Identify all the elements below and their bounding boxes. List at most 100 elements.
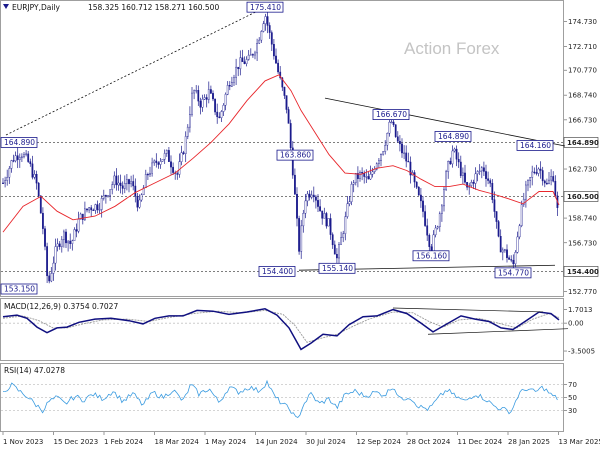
price-candle-body (111, 184, 114, 190)
price-candle-body (399, 141, 401, 145)
price-candle-body (443, 189, 445, 207)
price-candle-body (121, 185, 124, 189)
price-candle-body (159, 161, 162, 165)
price-candle-body (478, 170, 481, 172)
price-candle-body (506, 249, 508, 258)
price-candle-body (18, 157, 21, 160)
price-candle-body (487, 178, 489, 181)
price-level-tag-label: 164.890 (567, 139, 599, 147)
price-candle-body (102, 195, 105, 199)
price-annotation-box (276, 149, 314, 161)
macd-panel-frame (0, 298, 564, 361)
price-candle-body (63, 231, 65, 240)
price-candle-body (327, 218, 330, 227)
price-candle-body (394, 124, 397, 137)
price-candle-body (405, 152, 408, 162)
price-candle-body (432, 234, 435, 253)
price-candle-body (270, 32, 273, 45)
price-candle-body (262, 23, 265, 32)
price-candle-body (522, 198, 525, 205)
price-annotation-label: 164.890 (438, 132, 469, 141)
price-candle-body (331, 234, 334, 246)
price-candle-body (46, 246, 49, 277)
price-candle-body (447, 161, 450, 172)
price-level-tag (563, 137, 599, 148)
ohlc-readout: 158.325 160.712 158.271 160.500 (88, 3, 219, 12)
price-candle-body (249, 54, 252, 56)
price-candle-body (178, 161, 181, 175)
price-candle-body (123, 183, 126, 189)
price-candle-body (54, 246, 57, 264)
price-candle-body (16, 155, 19, 160)
price-candle-body (308, 193, 311, 198)
price-candle-body (220, 111, 223, 119)
instrument-label: EURJPY,Daily (12, 3, 61, 12)
macd-ytick-label: 0.00 (568, 320, 584, 328)
price-candle-body (230, 82, 233, 87)
rsi-ytick-label: 70 (568, 381, 577, 389)
price-candle-body (497, 221, 500, 237)
price-candle-body (441, 205, 443, 214)
price-candle-body (365, 176, 368, 178)
price-candle-body (237, 66, 240, 70)
price-candle-body (132, 181, 135, 187)
price-candle-body (426, 225, 429, 236)
price-candle-body (310, 194, 313, 198)
price-candle-body (550, 176, 553, 181)
price-candle-body (86, 208, 88, 211)
x-tick-label: 1 May 2024 (205, 438, 247, 446)
price-candle-body (233, 77, 235, 83)
price-candle-body (172, 166, 174, 173)
price-annotation-label: 154.400 (262, 267, 293, 276)
price-candle-body (346, 203, 349, 217)
price-candle-body (205, 97, 208, 100)
price-candle-body (342, 233, 345, 238)
price-candle-body (462, 172, 464, 176)
price-candle-body (273, 44, 275, 57)
price-candle-body (535, 172, 538, 174)
price-candle-body (157, 162, 160, 165)
price-candle-body (71, 240, 74, 244)
price-candle-body (357, 173, 359, 179)
price-ytick-label: 174.730 (568, 18, 597, 26)
price-candle-body (83, 208, 86, 220)
price-annotation-label: 153.150 (4, 285, 35, 294)
price-level-tag-label: 160.500 (567, 193, 599, 201)
price-annotation-box (372, 109, 410, 120)
price-candle-body (251, 54, 254, 56)
price-candle-body (69, 240, 72, 244)
price-candle-body (413, 172, 416, 183)
price-candle-body (207, 89, 210, 100)
price-candle-body (180, 152, 183, 162)
price-candle-body (390, 121, 393, 123)
price-candle-body (449, 161, 452, 165)
price-candle-body (136, 195, 139, 208)
price-candle-body (138, 199, 141, 208)
price-candle-body (235, 66, 237, 78)
price-candle-body (222, 104, 225, 112)
price-level-tag-label: 154.400 (567, 268, 599, 276)
price-candle-body (113, 175, 116, 185)
price-candle-body (543, 180, 546, 184)
price-candle-body (25, 153, 27, 155)
price-candle-body (228, 85, 231, 87)
price-candle-body (510, 259, 513, 261)
price-annotation-label: 156.160 (416, 251, 447, 260)
macd-line (2, 308, 560, 351)
price-candle-body (100, 198, 103, 210)
price-candle-body (354, 173, 357, 183)
price-candle-body (518, 225, 521, 238)
macd-trendline (392, 307, 544, 313)
macd-ytick-label: -3.5005 (568, 348, 595, 356)
price-candle-body (359, 172, 361, 179)
price-candle-body (67, 240, 70, 244)
price-ytick-label: 172.710 (568, 43, 597, 51)
price-annotation-box (246, 1, 284, 13)
price-annotation-box (258, 266, 296, 277)
price-candle-body (90, 207, 93, 211)
price-candle-body (495, 211, 498, 222)
price-candle-body (140, 194, 143, 201)
price-candle-body (239, 57, 242, 70)
price-candle-body (247, 54, 250, 60)
rsi-layer: 70 50 30 (1, 379, 577, 419)
